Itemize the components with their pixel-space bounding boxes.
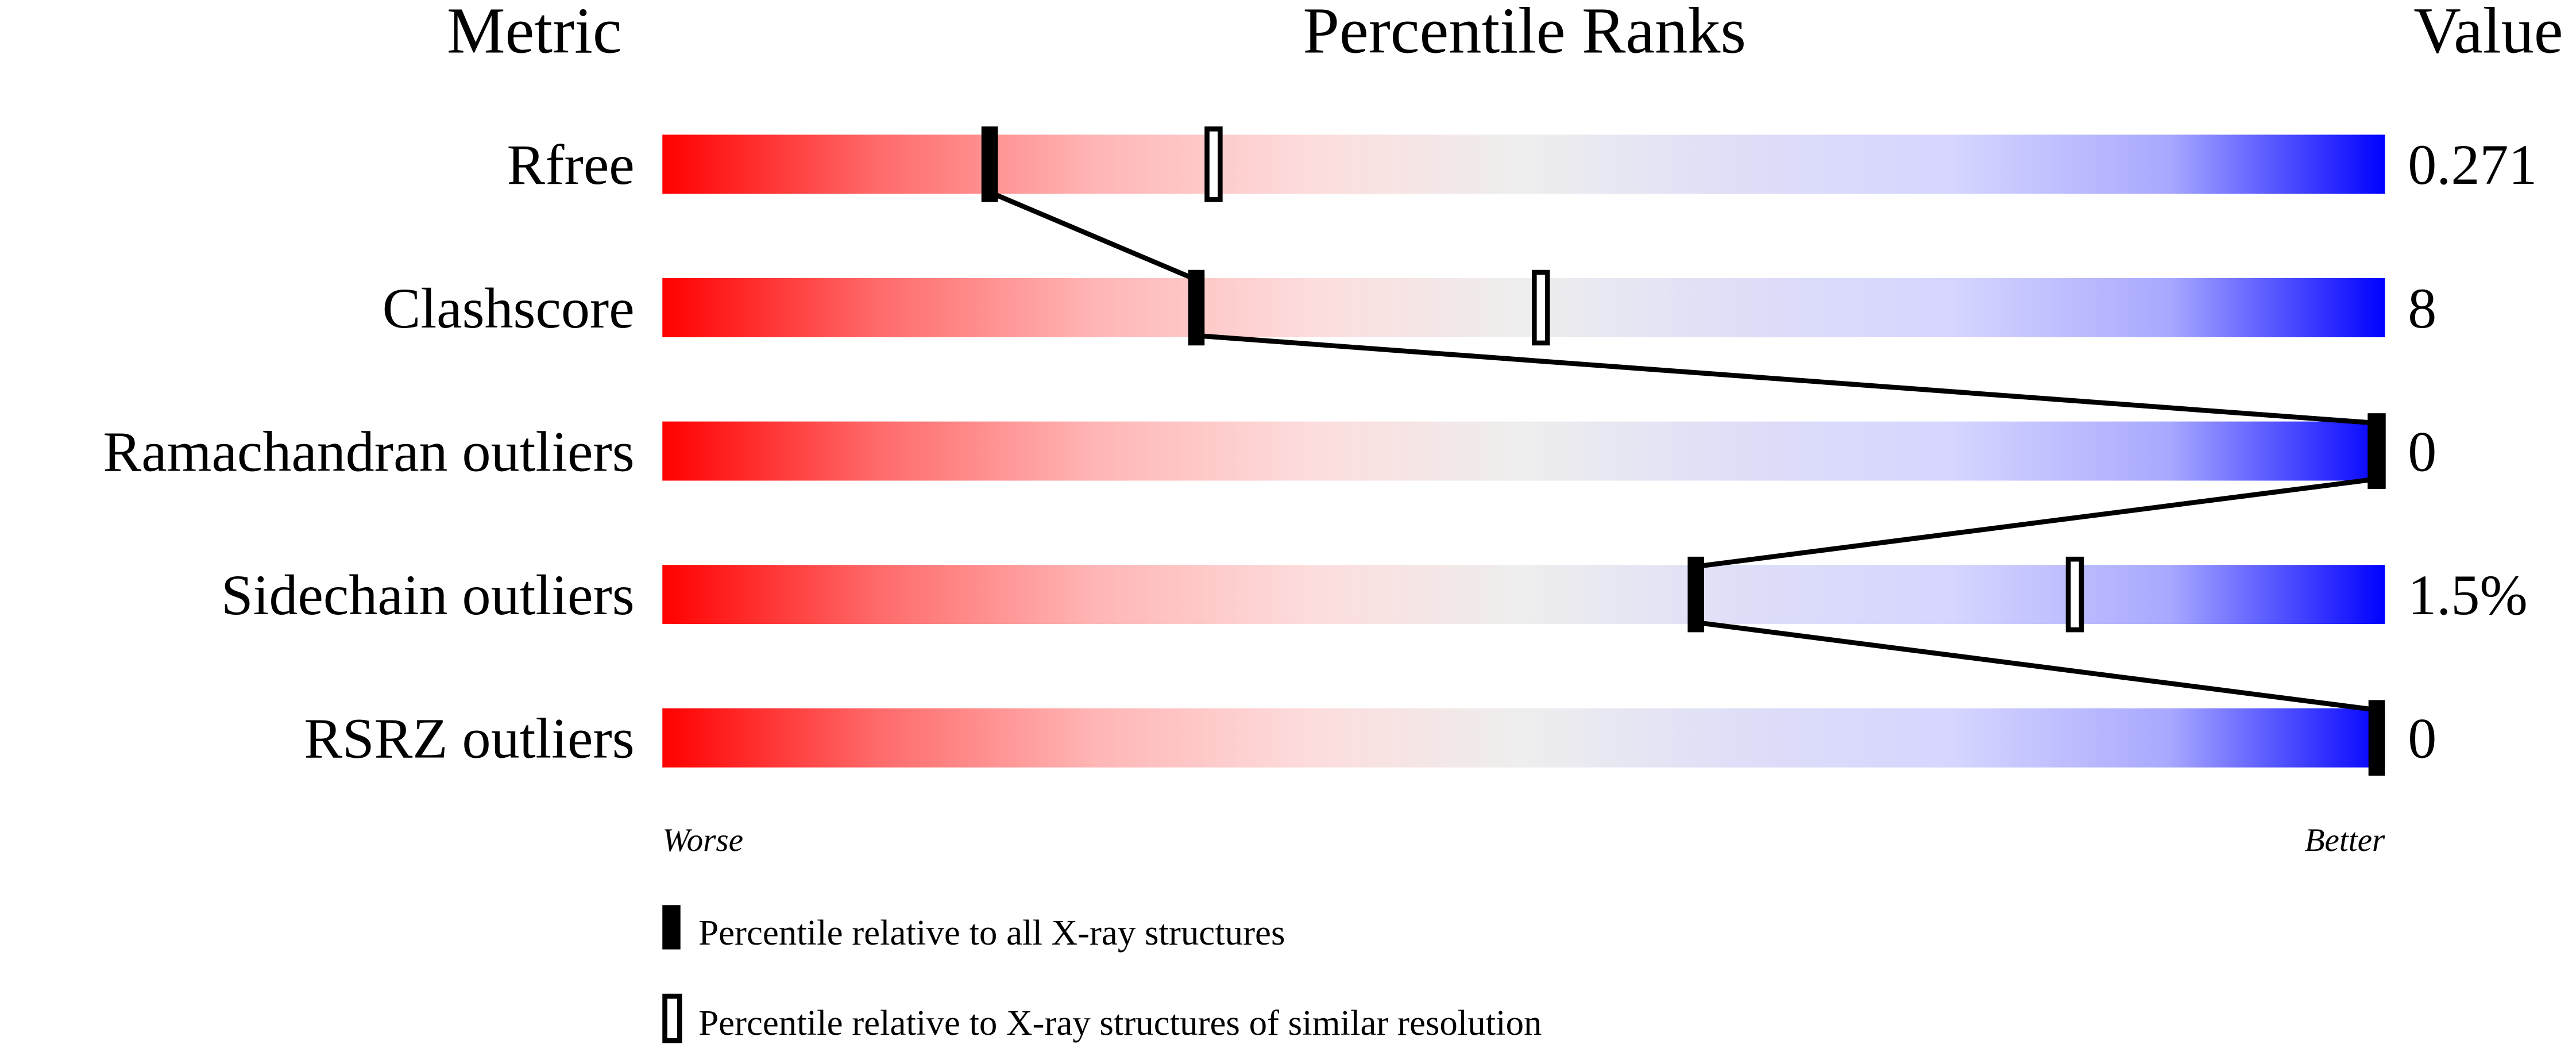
- connector-line: [1196, 333, 2377, 426]
- all-structures-marker: [981, 126, 998, 202]
- legend-filled-marker: [662, 905, 681, 950]
- header-percentile-ranks: Percentile Ranks: [1303, 0, 1746, 67]
- legend-hollow-label: Percentile relative to X-ray structures …: [698, 1003, 1542, 1043]
- percentile-bar: [662, 421, 2385, 481]
- axis-better-label: Better: [2305, 822, 2385, 858]
- legend-filled-label: Percentile relative to all X-ray structu…: [698, 912, 1285, 953]
- header-metric: Metric: [447, 0, 622, 67]
- metric-value: 0: [2408, 707, 2436, 770]
- similar-resolution-marker: [2065, 556, 2084, 633]
- all-structures-marker: [2368, 413, 2385, 489]
- legend-hollow-marker: [662, 993, 682, 1043]
- percentile-bar: [662, 134, 2385, 194]
- similar-resolution-marker: [1204, 126, 1223, 202]
- metric-label: Sidechain outliers: [221, 563, 635, 627]
- connector-line: [988, 190, 1198, 282]
- metric-value: 1.5%: [2408, 563, 2527, 627]
- similar-resolution-marker: [1532, 269, 1550, 346]
- connector-line: [1696, 619, 2377, 712]
- metric-label: Rfree: [507, 133, 634, 196]
- metric-label: RSRZ outliers: [304, 707, 634, 770]
- metric-value: 0: [2408, 419, 2436, 483]
- all-structures-marker: [1188, 269, 1205, 346]
- all-structures-marker: [2368, 700, 2385, 776]
- axis-worse-label: Worse: [662, 822, 743, 858]
- header-value: Value: [2413, 0, 2563, 67]
- metric-label: Ramachandran outliers: [103, 419, 635, 483]
- percentile-bar: [662, 278, 2385, 337]
- metric-value: 8: [2408, 276, 2436, 340]
- all-structures-marker: [1687, 556, 1704, 633]
- percentile-bar: [662, 708, 2385, 768]
- percentile-bar: [662, 565, 2385, 625]
- connector-line: [1696, 476, 2377, 569]
- metric-value: 0.271: [2408, 133, 2537, 196]
- metric-label: Clashscore: [383, 276, 635, 340]
